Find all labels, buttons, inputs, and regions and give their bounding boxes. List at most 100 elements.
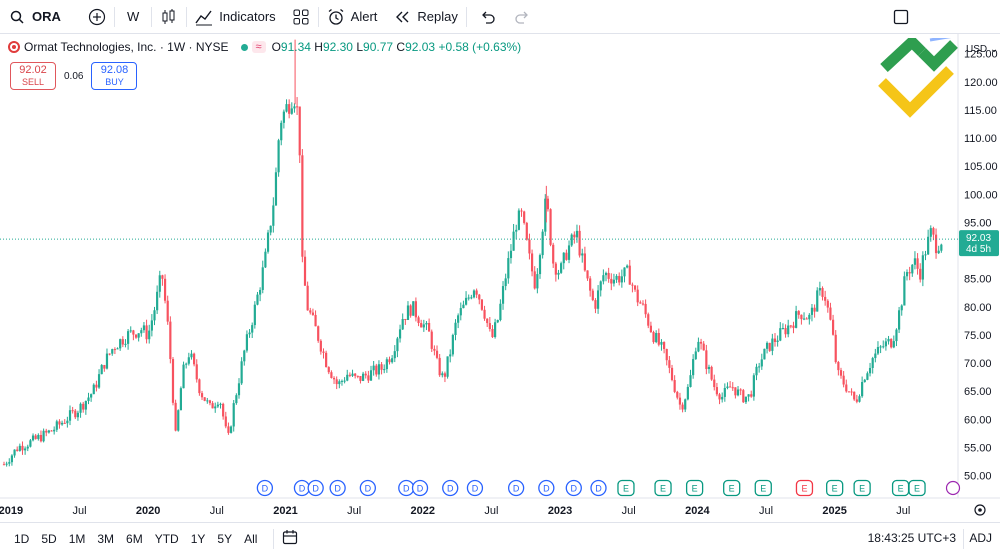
range-1y[interactable]: 1Y — [190, 531, 206, 546]
currency-label[interactable]: USD ⌄ — [966, 44, 998, 55]
candle-body — [259, 289, 262, 295]
earnings-marker[interactable] — [754, 479, 772, 497]
dividend-marker[interactable] — [442, 479, 459, 497]
candle-body — [662, 342, 666, 350]
market-status-icon — [240, 43, 248, 51]
split-marker[interactable] — [945, 480, 961, 496]
go-to-date-button[interactable] — [273, 528, 306, 549]
dividend-marker[interactable] — [565, 479, 582, 497]
range-5y[interactable]: 5Y — [217, 531, 233, 546]
chart-area[interactable]: USD ⌄ 125.00 120.00 115.00 110.00 105.00 100.0… — [0, 34, 1000, 520]
change-value: +0.58 (+0.63%) — [438, 40, 522, 54]
candle-body — [200, 393, 204, 398]
undo-button[interactable] — [467, 0, 509, 34]
range-all[interactable]: All — [244, 531, 258, 546]
chart-type-button[interactable] — [152, 0, 186, 34]
y-tick-label: 80.00 — [964, 302, 992, 314]
earnings-marker[interactable] — [617, 479, 635, 497]
sell-button[interactable]: 92.02 SELL — [10, 62, 56, 90]
candle-body — [359, 376, 362, 381]
axis-settings-icon[interactable] — [974, 504, 986, 516]
candle-body — [293, 106, 296, 109]
candle-body — [678, 397, 682, 405]
candle-body — [850, 391, 853, 393]
range-3m[interactable]: 3M — [97, 531, 115, 546]
earnings-marker[interactable] — [826, 479, 844, 497]
candle-body — [385, 359, 388, 370]
candle-body — [713, 379, 716, 388]
redo-button[interactable] — [509, 0, 535, 34]
candle-body — [882, 346, 885, 348]
candle-body — [2, 464, 6, 466]
alarm-icon — [327, 8, 345, 26]
dividend-marker[interactable] — [590, 479, 607, 497]
candle-body — [824, 296, 827, 301]
alert-label: Alert — [350, 9, 378, 24]
range-5d[interactable]: 5D — [41, 531, 57, 546]
compare-button[interactable] — [80, 0, 114, 34]
alert-button[interactable]: Alert — [319, 0, 386, 34]
x-tick-label: Jul — [759, 505, 773, 517]
dividend-marker[interactable] — [359, 479, 376, 497]
earnings-marker[interactable] — [795, 479, 814, 497]
candle-body — [657, 332, 660, 345]
candle-body — [18, 445, 21, 451]
indicators-button[interactable]: Indicators — [187, 0, 283, 34]
dividend-marker[interactable] — [507, 479, 525, 497]
candle-body — [472, 290, 476, 298]
buy-button[interactable]: 92.08 BUY — [91, 62, 138, 90]
candle-body — [916, 258, 919, 269]
candle-body — [71, 410, 74, 412]
candle-body — [512, 231, 515, 251]
replay-button[interactable]: Replay — [385, 0, 465, 34]
dividend-marker[interactable] — [256, 479, 274, 497]
candle-body — [789, 325, 792, 327]
earnings-marker[interactable] — [723, 479, 741, 497]
price-chart[interactable]: USD ⌄125.00 120.00 115.00 110.00 105.00 100.0… — [0, 34, 1000, 520]
candle-body — [356, 375, 359, 377]
earnings-marker[interactable] — [908, 479, 926, 497]
range-1d[interactable]: 1D — [14, 531, 30, 546]
candle-body — [599, 281, 602, 291]
range-6m[interactable]: 6M — [126, 531, 143, 546]
candle-body — [53, 429, 56, 432]
candle-body — [808, 314, 811, 320]
candle-body — [639, 302, 642, 304]
dividend-marker[interactable] — [329, 479, 346, 497]
candle-body — [433, 348, 436, 351]
candle-body — [771, 338, 774, 351]
candle-body — [121, 339, 124, 345]
earnings-marker[interactable] — [853, 479, 871, 497]
range-ytd[interactable]: YTD — [154, 531, 179, 546]
candle-body — [591, 290, 594, 301]
delayed-data-icon[interactable]: ≈ — [251, 41, 266, 53]
symbol-search[interactable]: ORA — [0, 0, 80, 34]
candle-body — [420, 323, 423, 328]
range-1m[interactable]: 1M — [68, 531, 86, 546]
candle-body — [280, 122, 283, 141]
adj-toggle[interactable]: ADJ — [969, 531, 992, 545]
fullscreen-button[interactable] — [884, 0, 918, 34]
earnings-marker[interactable] — [685, 479, 704, 497]
candle-body — [586, 270, 589, 279]
candle-body — [718, 394, 721, 400]
dividend-marker[interactable] — [466, 479, 484, 497]
candle-body — [103, 365, 106, 369]
dividend-marker[interactable] — [538, 479, 555, 497]
candle-body — [644, 303, 647, 315]
candle-body — [628, 265, 631, 285]
layouts-button[interactable] — [284, 0, 318, 34]
search-icon — [8, 8, 26, 26]
candle-body — [10, 455, 14, 463]
high-value: 92.30 — [322, 40, 353, 54]
clock[interactable]: 18:43:25 UTC+3 — [867, 531, 956, 545]
x-tick-label: Jul — [72, 505, 86, 517]
candle-body — [884, 341, 887, 347]
candle-body — [932, 228, 935, 235]
earnings-marker[interactable] — [654, 479, 672, 497]
interval-button[interactable]: W — [115, 0, 151, 34]
dividend-marker[interactable] — [411, 479, 429, 497]
dividend-marker[interactable] — [307, 479, 324, 497]
candle-body — [752, 375, 755, 397]
dividend-marker-label: D — [365, 484, 372, 494]
